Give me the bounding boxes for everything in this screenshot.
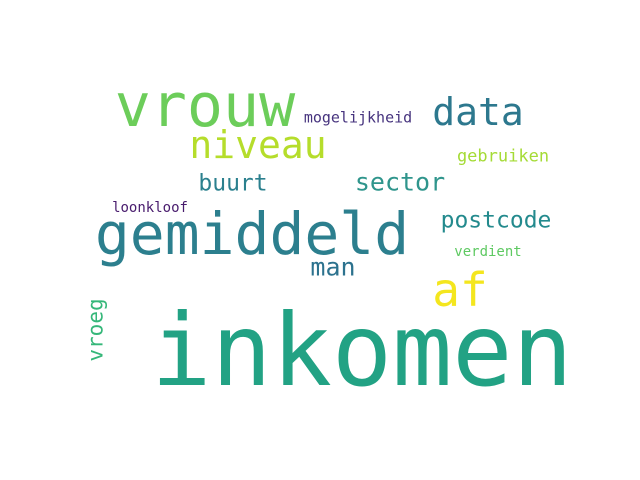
word-vrouw: vrouw bbox=[114, 71, 296, 141]
word-gemiddeld: gemiddeld bbox=[94, 200, 410, 268]
word-buurt: buurt bbox=[198, 170, 268, 197]
word-sector: sector bbox=[354, 167, 446, 197]
word-niveau: niveau bbox=[189, 123, 327, 167]
word-vroeg: vroeg bbox=[83, 298, 108, 362]
word-postcode: postcode bbox=[440, 207, 552, 234]
word-af: af bbox=[432, 263, 488, 317]
word-gebruiken: gebruiken bbox=[456, 146, 550, 167]
word-loonkloof: loonkloof bbox=[112, 200, 188, 216]
word-verdient: verdient bbox=[454, 244, 522, 260]
word-data: data bbox=[432, 90, 524, 134]
word-man: man bbox=[310, 252, 356, 282]
word-mogelijkheid: mogelijkheid bbox=[303, 108, 413, 127]
word-inkomen: inkomen bbox=[151, 292, 573, 409]
